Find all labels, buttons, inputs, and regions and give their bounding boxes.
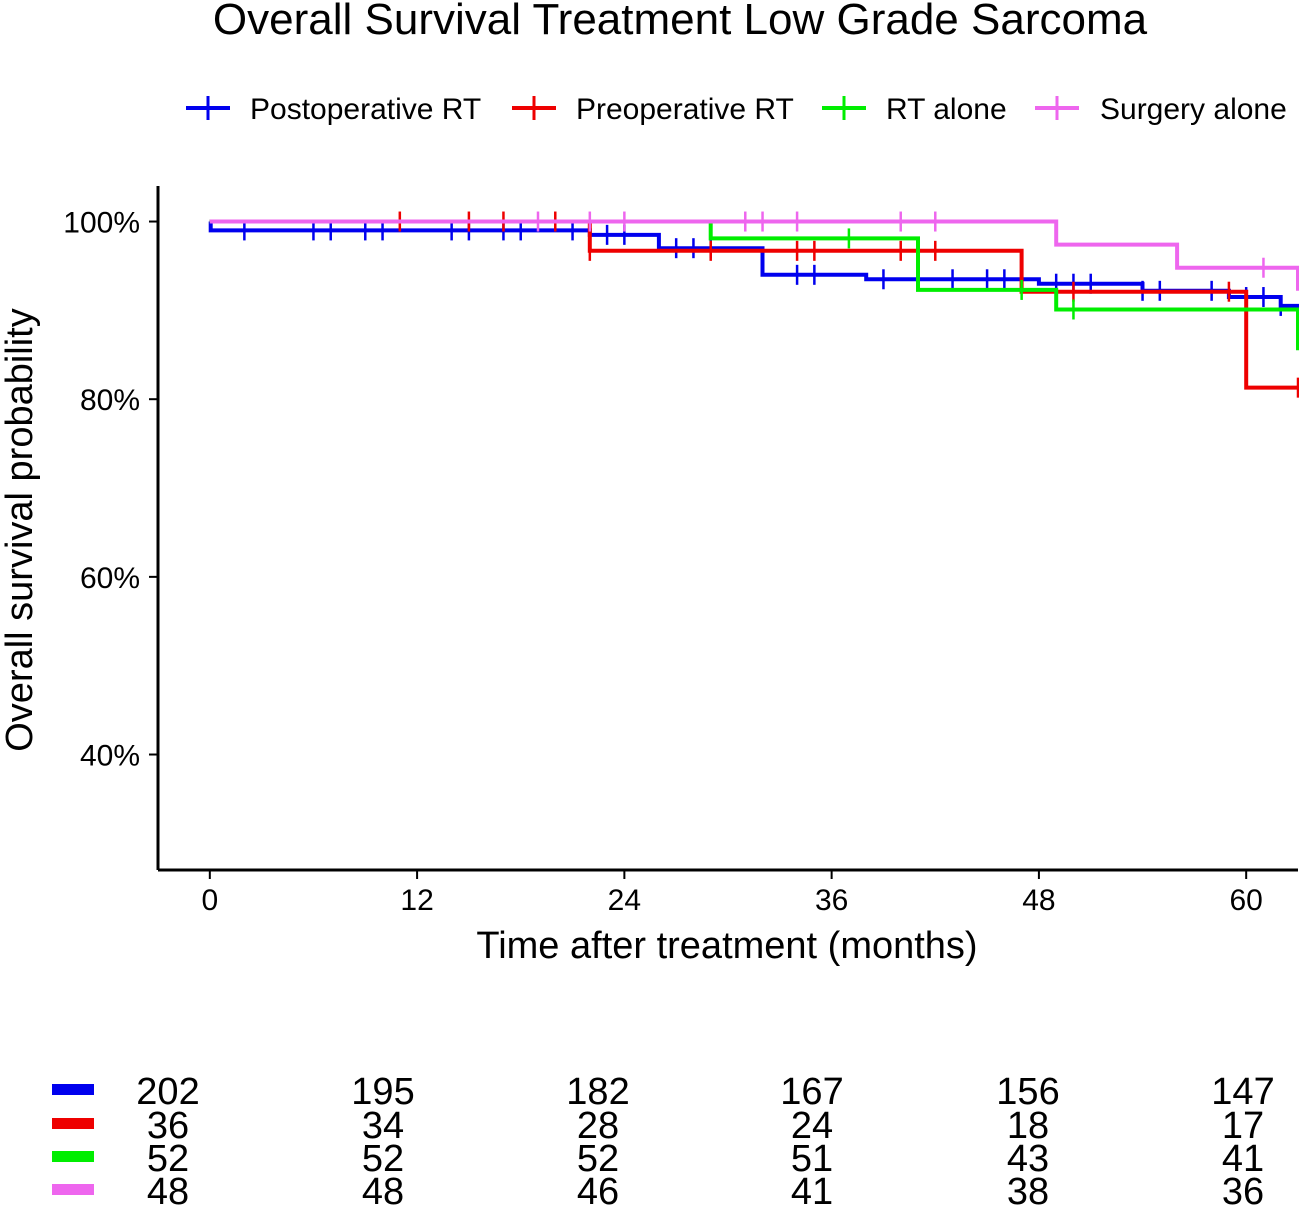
y-axis-title: Overall survival probability [0, 308, 41, 752]
legend-label-preoperative-rt: Preoperative RT [576, 93, 794, 126]
series-rt-alone [209, 219, 1299, 351]
x-tick-label: 24 [608, 884, 641, 917]
y-tick-label: 40% [80, 740, 140, 773]
risk-count-preoperative-rt: 18 [1007, 1105, 1049, 1147]
risk-count-surgery-alone: 41 [791, 1171, 833, 1206]
risk-row-key-surgery-alone [52, 1184, 94, 1195]
risk-count-rt-alone: 43 [1007, 1138, 1049, 1180]
x-tick-label: 48 [1022, 884, 1055, 917]
curve-postoperative-rt [208, 219, 1299, 309]
risk-count-preoperative-rt: 17 [1222, 1105, 1264, 1147]
risk-count-preoperative-rt: 36 [147, 1105, 189, 1147]
curve-rt-alone [209, 219, 1299, 351]
risk-table: 202 195 182 167 156 147 36 34 28 24 18 17 52 52 52 51 43… [52, 1071, 1275, 1206]
axes: 0 12 24 36 48 60 40% 60% 80% 100% [63, 186, 1298, 917]
risk-count-surgery-alone: 38 [1007, 1171, 1049, 1206]
risk-count-postoperative-rt: 195 [351, 1071, 414, 1113]
risk-count-rt-alone: 52 [362, 1138, 404, 1180]
risk-count-surgery-alone: 36 [1222, 1171, 1264, 1206]
y-tick-label: 60% [80, 562, 140, 595]
risk-count-rt-alone: 52 [147, 1138, 189, 1180]
risk-count-preoperative-rt: 28 [577, 1105, 619, 1147]
y-tick-label: 80% [80, 384, 140, 417]
legend-label-postoperative-rt: Postoperative RT [250, 93, 481, 126]
y-tick-label: 100% [63, 207, 140, 240]
risk-count-surgery-alone: 48 [147, 1171, 189, 1206]
series-surgery-alone [209, 211, 1299, 291]
risk-count-postoperative-rt: 147 [1211, 1071, 1274, 1113]
risk-row-key-postoperative-rt [52, 1084, 94, 1095]
chart-title: Overall Survival Treatment Low Grade Sar… [213, 0, 1148, 44]
curve-surgery-alone [209, 219, 1299, 291]
x-tick-label: 12 [400, 884, 433, 917]
plot-area [208, 211, 1299, 398]
risk-count-preoperative-rt: 34 [362, 1105, 404, 1147]
risk-count-rt-alone: 52 [577, 1138, 619, 1180]
risk-count-postoperative-rt: 167 [780, 1071, 843, 1113]
risk-count-surgery-alone: 46 [577, 1171, 619, 1206]
risk-count-surgery-alone: 48 [362, 1171, 404, 1206]
risk-row-key-rt-alone [52, 1151, 94, 1162]
risk-count-rt-alone: 51 [791, 1138, 833, 1180]
x-tick-label: 36 [815, 884, 848, 917]
x-tick-label: 0 [201, 884, 218, 917]
x-axis-title: Time after treatment (months) [476, 925, 977, 967]
legend-label-rt-alone: RT alone [886, 93, 1007, 126]
risk-count-postoperative-rt: 182 [566, 1071, 629, 1113]
legend: Postoperative RT Preoperative RT RT alone S… [186, 93, 1287, 126]
risk-count-postoperative-rt: 156 [996, 1071, 1059, 1113]
x-tick-label: 60 [1229, 884, 1262, 917]
risk-count-postoperative-rt: 202 [136, 1071, 199, 1113]
legend-label-surgery-alone: Surgery alone [1100, 93, 1287, 126]
series-postoperative-rt [208, 219, 1299, 316]
risk-count-rt-alone: 41 [1222, 1138, 1264, 1180]
risk-count-preoperative-rt: 24 [791, 1105, 833, 1147]
risk-row-key-preoperative-rt [52, 1118, 94, 1129]
